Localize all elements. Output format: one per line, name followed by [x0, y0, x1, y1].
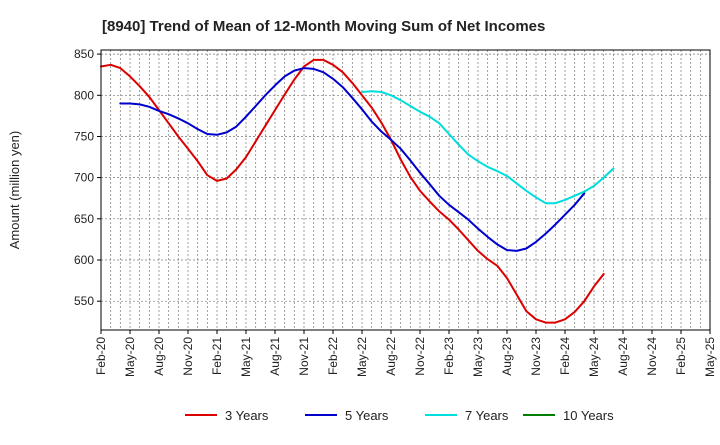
y-axis-title: Amount (million yen) — [7, 131, 22, 250]
x-tick-label: Aug-23 — [500, 337, 514, 376]
y-tick-label: 600 — [74, 253, 94, 267]
x-tick-label: Feb-24 — [558, 337, 572, 375]
x-tick-label: Feb-23 — [442, 337, 456, 375]
x-tick-label: May-24 — [587, 337, 601, 377]
x-tick-label: May-25 — [703, 337, 717, 377]
x-tick-label: Nov-24 — [645, 337, 659, 376]
series-line-7-years — [361, 90, 615, 205]
y-tick-label: 550 — [74, 294, 94, 308]
y-axis-ticks: 550 600 650 700 750 800 850 — [74, 47, 101, 308]
x-tick-label: Aug-22 — [384, 337, 398, 376]
legend-label: 5 Years — [345, 408, 389, 423]
legend-label: 7 Years — [465, 408, 509, 423]
plot-frame — [100, 49, 711, 331]
x-tick-label: Feb-21 — [210, 337, 224, 375]
legend-label: 3 Years — [225, 408, 269, 423]
series-lines — [100, 58, 615, 324]
x-tick-label: Nov-20 — [181, 337, 195, 376]
plot-area — [101, 50, 710, 330]
x-tick-label: Nov-21 — [297, 337, 311, 376]
x-tick-label: Nov-23 — [529, 337, 543, 376]
series-line-5-years — [119, 67, 586, 252]
legend: 3 Years 5 Years 7 Years 10 Years — [185, 408, 614, 423]
chart-title: [8940] Trend of Mean of 12-Month Moving … — [102, 18, 545, 35]
x-tick-label: Feb-25 — [674, 337, 688, 375]
y-tick-label: 700 — [74, 171, 94, 185]
x-tick-label: May-21 — [239, 337, 253, 377]
x-tick-label: Feb-20 — [94, 337, 108, 375]
x-tick-label: May-23 — [471, 337, 485, 377]
legend-label: 10 Years — [563, 408, 614, 423]
y-tick-label: 850 — [74, 47, 94, 61]
y-tick-label: 800 — [74, 88, 94, 102]
x-tick-label: May-20 — [123, 337, 137, 377]
x-axis-ticks: Feb-20 May-20 Aug-20 Nov-20 Feb-21 May-21 Aug-… — [94, 330, 717, 377]
y-tick-label: 750 — [74, 130, 94, 144]
x-tick-label: Aug-20 — [152, 337, 166, 376]
x-tick-label: Aug-24 — [616, 337, 630, 376]
x-tick-label: May-22 — [355, 337, 369, 377]
x-tick-label: Aug-21 — [268, 337, 282, 376]
y-tick-label: 650 — [74, 212, 94, 226]
x-tick-label: Feb-22 — [326, 337, 340, 375]
series-line-3-years — [100, 58, 605, 324]
x-tick-label: Nov-22 — [413, 337, 427, 376]
gridlines — [100, 50, 711, 330]
